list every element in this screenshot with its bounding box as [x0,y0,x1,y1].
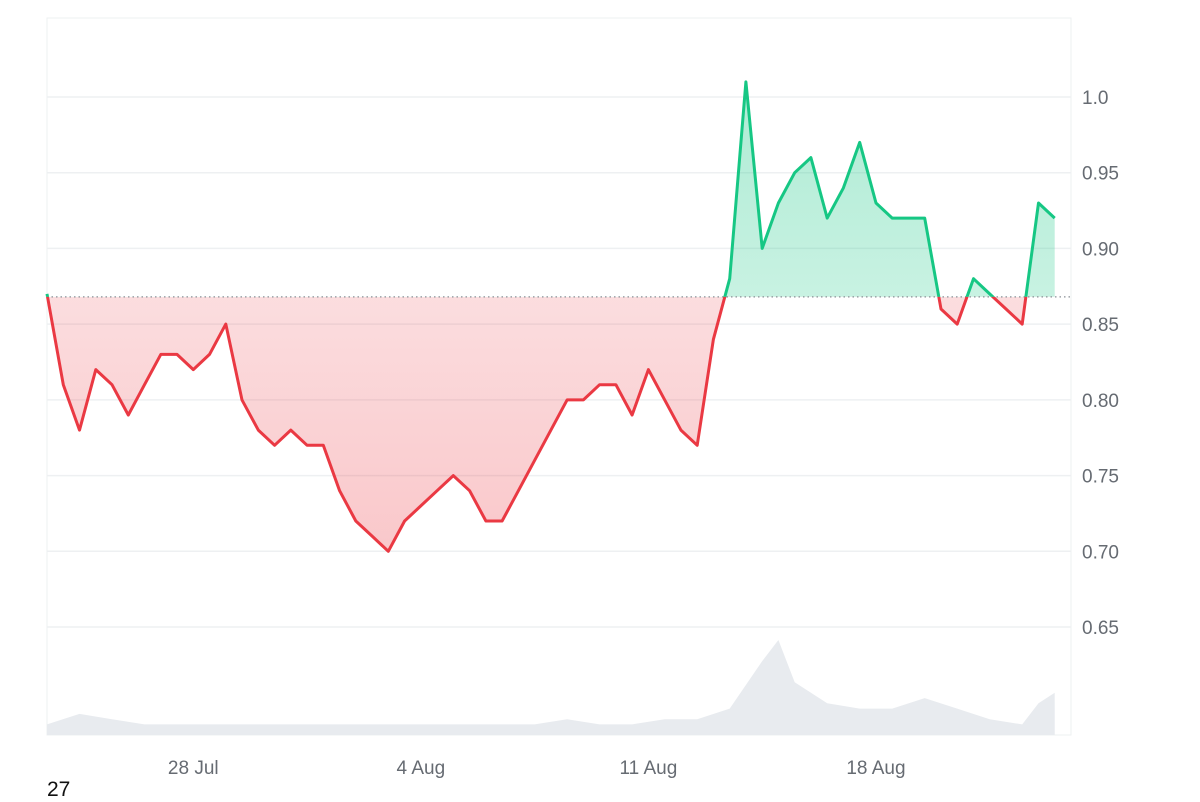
y-tick-label: 0.85 [1082,315,1119,336]
x-tick-label: 28 Jul [168,758,219,779]
fill-below-baseline [47,82,1055,551]
y-tick-label: 0.75 [1082,467,1119,488]
y-tick-label: 0.90 [1082,239,1119,260]
x-tick-label: 11 Aug [620,758,678,779]
volume-area [47,640,1055,735]
price-fill [47,82,1055,551]
y-tick-label: 0.70 [1082,542,1119,563]
y-axis: 1.0 0.95 0.90 0.85 0.80 0.75 0.70 0.65 [1082,88,1119,639]
volume-fill [47,640,1055,735]
y-tick-label: 1.0 [1082,88,1108,109]
y-tick-label: 0.80 [1082,391,1119,412]
x-tick-label: 18 Aug [846,758,905,779]
x-tick-label: 4 Aug [397,758,446,779]
corner-label: 27 [47,778,70,802]
y-tick-label: 0.65 [1082,618,1119,639]
x-axis: 28 Jul 4 Aug 11 Aug 18 Aug [168,758,906,779]
y-tick-label: 0.95 [1082,164,1119,185]
